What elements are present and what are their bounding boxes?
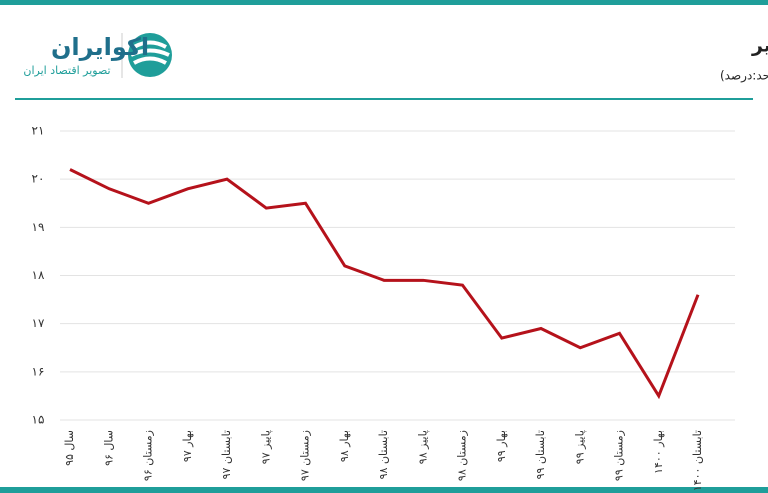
y-tick-label: ۱۸ — [32, 268, 45, 282]
x-tick-label: سال ۹۵ — [63, 430, 76, 466]
x-tick-label: تابستان ۹۹ — [534, 430, 547, 479]
x-tick-label: زمستان ۹۶ — [142, 430, 155, 481]
brand: اکوایران — [51, 33, 149, 61]
x-tick-label: پاییز ۹۸ — [416, 430, 429, 464]
x-tick-label: بهار ۹۷ — [181, 430, 194, 462]
x-tick-label: زمستان ۹۷ — [299, 430, 312, 481]
x-tick-label: بهار ۱۴۰۰ — [652, 430, 665, 474]
x-tick-label: زمستان ۹۸ — [456, 430, 469, 481]
x-tick-label: پاییز ۹۷ — [259, 430, 272, 464]
x-tick-label: زمستان ۹۹ — [613, 430, 626, 481]
y-tick-label: ۱۹ — [32, 220, 45, 234]
x-tick-label: بهار ۹۸ — [338, 430, 351, 462]
logo-icon — [128, 33, 172, 77]
tagline: تصویر اقتصاد ایران — [23, 64, 110, 77]
x-tick-label: تابستان ۹۸ — [377, 430, 390, 479]
x-tick-label: پاییز ۹۹ — [573, 430, 586, 464]
line — [69, 168, 700, 400]
x-tick-label: تابستان ۹۷ — [220, 430, 233, 479]
chart-title: روند نرخ بیکاری کل در سنین ۱۸-۳۵ سال در … — [751, 35, 768, 57]
y-tick-label: ۲۱ — [32, 124, 45, 138]
top-bar — [0, 0, 768, 5]
y-tick-label: ۱۷ — [32, 316, 45, 330]
x-tick-label: بهار ۹۹ — [495, 430, 508, 462]
chart-subtitle: (واحد:درصد) — [720, 69, 768, 84]
x-tick-label: تابستان ۱۴۰۰ — [691, 430, 704, 491]
y-tick-label: ۱۶ — [32, 364, 45, 378]
y-tick-label: ۲۰ — [32, 172, 45, 186]
bottom-bar — [0, 487, 768, 493]
y-tick-label: ۱۵ — [32, 413, 45, 427]
x-tick-label: سال ۹۶ — [102, 430, 115, 466]
